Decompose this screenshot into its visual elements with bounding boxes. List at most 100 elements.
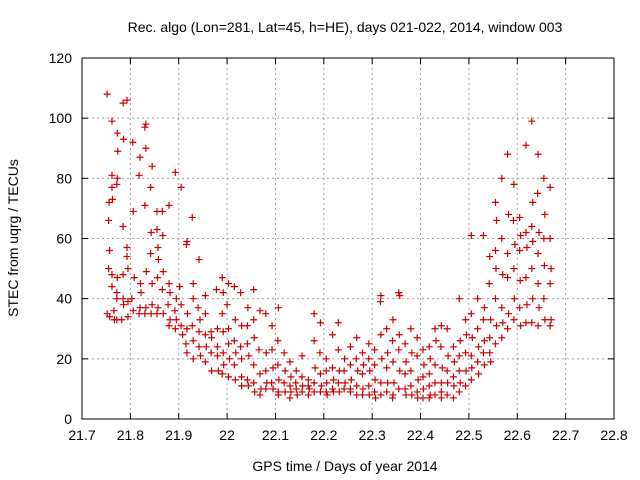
x-tick-label: 22.8 (600, 427, 627, 443)
y-tick-label: 80 (56, 170, 72, 186)
data-point-marker (437, 343, 445, 351)
data-point-marker (335, 388, 343, 396)
data-point-marker (286, 394, 294, 402)
data-point-marker (510, 295, 518, 303)
data-point-marker (396, 292, 404, 300)
y-tick-label: 120 (49, 50, 73, 66)
data-point-marker (165, 322, 173, 330)
y-axis-ticks: 0 20 40 60 80 100 120 (49, 50, 614, 427)
data-point-marker (467, 231, 475, 239)
data-point-marker (407, 367, 415, 375)
data-point-marker (407, 325, 415, 333)
data-point-marker (316, 349, 324, 357)
data-point-marker (467, 352, 475, 360)
data-point-marker (437, 388, 445, 396)
data-point-marker (384, 379, 392, 387)
data-point-marker (280, 349, 288, 357)
data-point-marker (310, 379, 318, 387)
data-point-marker (523, 244, 531, 252)
data-point-marker (523, 301, 531, 309)
data-point-marker (546, 322, 554, 330)
data-point-marker (251, 388, 259, 396)
data-point-marker (516, 247, 524, 255)
data-point-marker (142, 268, 150, 276)
data-point-marker (244, 382, 252, 390)
y-tick-label: 40 (56, 291, 72, 307)
y-axis-title: STEC from uqrg / TECUs (5, 159, 21, 317)
data-point-marker (388, 394, 396, 402)
data-point-marker (108, 117, 116, 125)
data-point-marker (541, 316, 549, 324)
data-point-marker (378, 355, 386, 363)
data-point-marker (467, 376, 475, 384)
data-point-marker (450, 358, 458, 366)
data-point-marker (455, 352, 463, 360)
data-point-marker (238, 355, 246, 363)
data-point-marker (108, 183, 116, 191)
data-point-marker (438, 364, 446, 372)
data-point-marker (171, 325, 179, 333)
data-point-marker (262, 349, 270, 357)
data-point-marker (262, 310, 270, 318)
data-point-marker (431, 391, 439, 399)
data-point-marker (475, 370, 483, 378)
data-point-marker (547, 265, 555, 273)
data-point-marker (534, 150, 542, 158)
data-point-marker (535, 304, 543, 312)
data-point-marker (166, 289, 174, 297)
data-point-marker (329, 385, 337, 393)
data-point-marker (468, 334, 476, 342)
data-point-marker (141, 123, 149, 131)
data-point-marker (232, 349, 240, 357)
data-point-marker (475, 343, 483, 351)
data-point-marker (389, 358, 397, 366)
data-point-marker (135, 171, 143, 179)
data-point-marker (437, 394, 445, 402)
data-point-marker (402, 358, 410, 366)
data-point-marker (189, 337, 197, 345)
data-point-marker (292, 367, 300, 375)
data-point-marker (517, 231, 525, 239)
data-point-marker (238, 373, 246, 381)
data-point-marker (443, 325, 451, 333)
data-point-marker (268, 346, 276, 354)
data-point-marker (322, 355, 330, 363)
data-point-marker (444, 352, 452, 360)
data-point-marker (341, 379, 349, 387)
data-point-marker (129, 138, 137, 146)
data-point-marker (137, 289, 145, 297)
data-point-marker (377, 379, 385, 387)
data-point-marker (522, 274, 530, 282)
data-point-marker (274, 391, 282, 399)
data-point-marker (492, 322, 500, 330)
data-point-marker (298, 352, 306, 360)
data-point-marker (480, 337, 488, 345)
data-point-marker (113, 289, 121, 297)
data-point-marker (316, 319, 324, 327)
data-point-marker (529, 198, 537, 206)
data-point-marker (182, 340, 190, 348)
data-point-marker (237, 343, 245, 351)
data-point-marker (108, 283, 116, 291)
data-point-marker (223, 301, 231, 309)
data-point-marker (492, 265, 500, 273)
data-point-marker (183, 310, 191, 318)
data-point-marker (547, 316, 555, 324)
data-point-marker (437, 379, 445, 387)
data-point-marker (201, 358, 209, 366)
x-tick-label: 22.1 (262, 427, 289, 443)
data-point-marker (226, 355, 234, 363)
data-point-marker (504, 325, 512, 333)
data-point-marker (352, 355, 360, 363)
data-point-marker (208, 334, 216, 342)
data-point-marker (504, 274, 512, 282)
data-point-marker (153, 225, 161, 233)
data-point-marker (123, 253, 131, 261)
data-point-marker (177, 183, 185, 191)
data-point-marker (119, 271, 127, 279)
data-point-marker (305, 385, 313, 393)
data-point-marker (218, 274, 226, 282)
data-point-marker (529, 238, 537, 246)
data-point-marker (212, 286, 220, 294)
data-point-marker (365, 382, 373, 390)
